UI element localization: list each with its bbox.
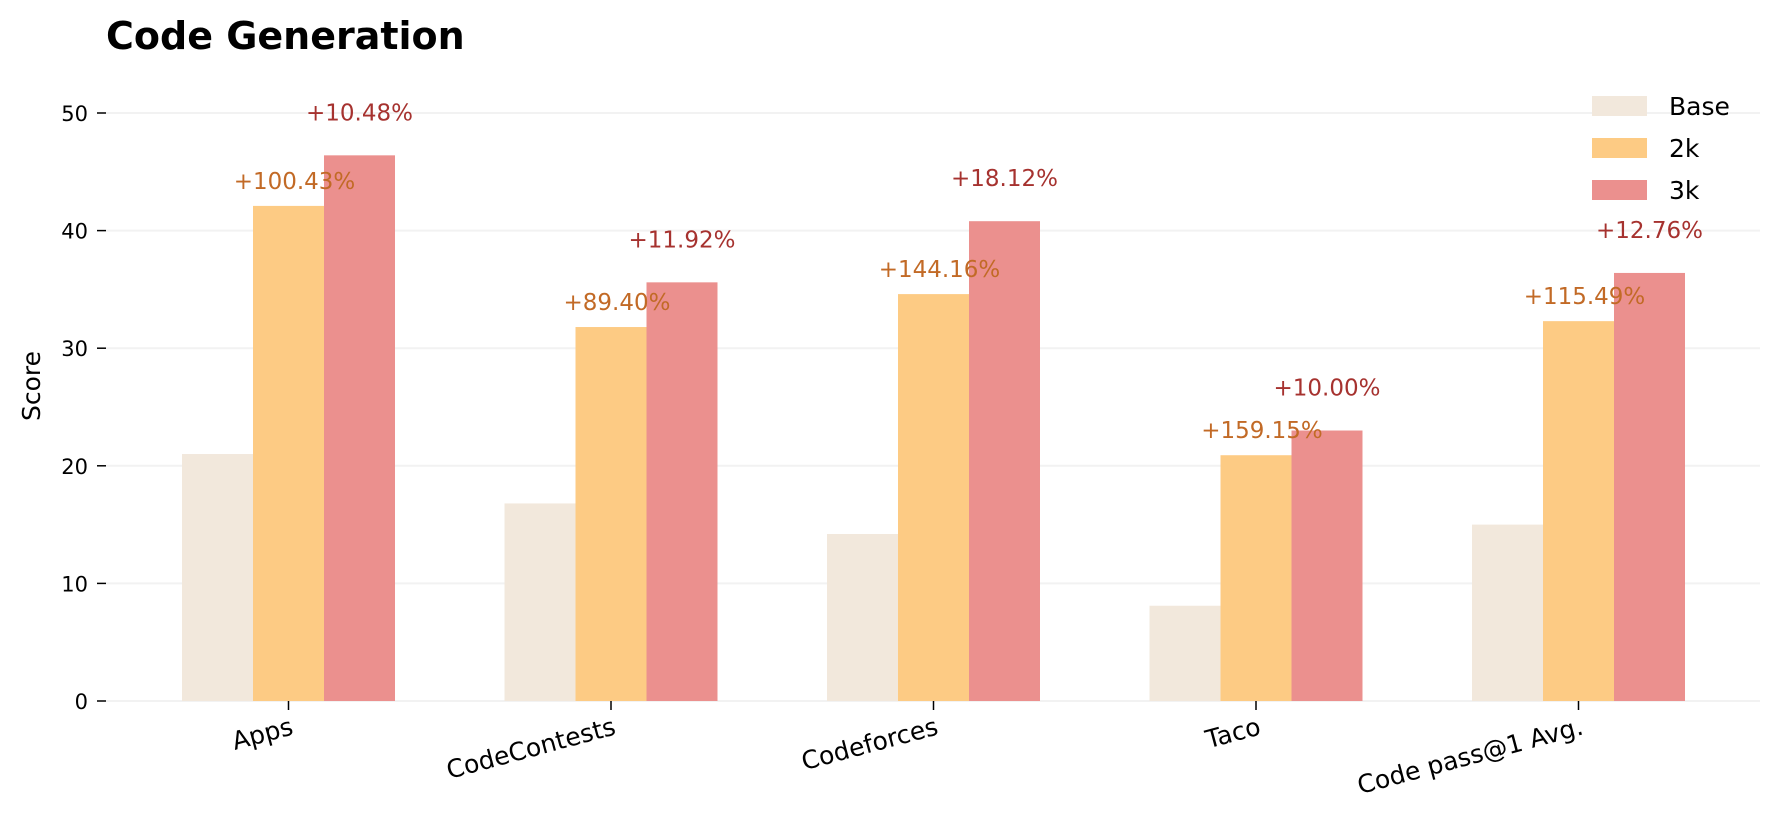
pct-label-3k-0: +10.48% (306, 100, 413, 126)
legend-label-3k: 3k (1669, 176, 1700, 205)
legend-label-base: Base (1669, 92, 1730, 121)
legend-swatch-base (1592, 96, 1647, 116)
bar-base-3 (1149, 605, 1221, 701)
y-tick-label: 30 (61, 337, 88, 361)
y-axis-label: Score (17, 351, 46, 421)
y-tick-label: 0 (75, 690, 88, 714)
pct-label-2k-1: +89.40% (564, 290, 671, 316)
x-tick-label: Taco (1201, 712, 1263, 755)
y-axis: 0 10 20 30 40 50 (61, 102, 106, 714)
pct-label-3k-4: +12.76% (1596, 218, 1703, 244)
pct-label-2k-4: +115.49% (1524, 284, 1646, 310)
bar-base-2 (827, 534, 898, 701)
bar-3k-0 (324, 155, 395, 701)
bar-2k-2 (898, 294, 969, 701)
y-tick-label: 50 (61, 102, 88, 126)
x-tick-label: CodeContests (443, 712, 618, 785)
legend-swatch-3k (1592, 180, 1647, 200)
bar-base-4 (1472, 524, 1543, 701)
legend-swatch-2k (1592, 138, 1647, 158)
bar-3k-2 (969, 221, 1040, 701)
y-tick-label: 40 (61, 220, 88, 244)
pct-label-3k-1: +11.92% (629, 227, 736, 253)
y-tick-label: 20 (61, 455, 88, 479)
bars (182, 155, 1685, 702)
bar-base-0 (182, 454, 253, 701)
bar-3k-4 (1614, 272, 1685, 701)
bar-3k-1 (646, 282, 718, 701)
pct-label-3k-2: +18.12% (951, 166, 1058, 192)
x-tick-label: Apps (229, 712, 296, 756)
x-axis: Apps CodeContests Codeforces Taco Code pass@… (229, 701, 1586, 800)
pct-label-2k-0: +100.43% (234, 169, 356, 195)
bar-2k-4 (1543, 321, 1614, 701)
x-tick-label: Code pass@1 Avg. (1354, 712, 1586, 800)
pct-label-2k-3: +159.15% (1201, 418, 1323, 444)
bar-2k-0 (253, 205, 324, 702)
bar-annotations: +100.43% +89.40% +144.16% +159.15% +115.49% +… (234, 100, 1703, 444)
legend-label-2k: 2k (1669, 134, 1700, 163)
legend: Base 2k 3k (1592, 92, 1730, 205)
bar-base-1 (504, 503, 576, 701)
pct-label-2k-2: +144.16% (879, 257, 1001, 283)
pct-label-3k-3: +10.00% (1274, 376, 1381, 402)
bar-2k-1 (575, 327, 647, 701)
chart-title: Code Generation (106, 14, 465, 58)
x-tick-label: Codeforces (798, 712, 941, 776)
bar-3k-3 (1291, 430, 1363, 701)
y-tick-label: 10 (61, 572, 88, 596)
bar-2k-3 (1220, 455, 1292, 701)
